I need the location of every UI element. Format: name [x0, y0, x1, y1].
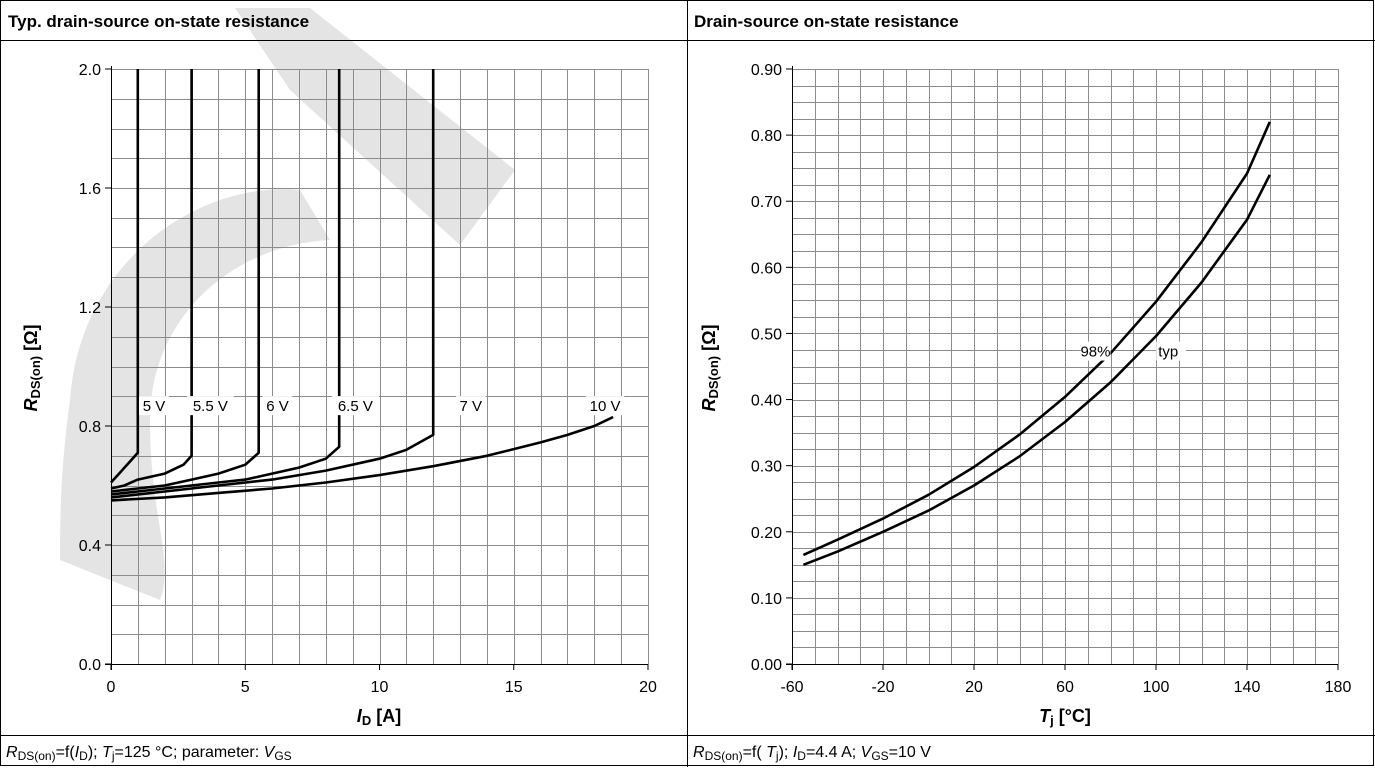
- y-tick-label: 0.4: [79, 538, 101, 555]
- x-tick-label: 60: [1056, 679, 1074, 696]
- y-tick-label: 0.40: [751, 393, 782, 410]
- right-chart-series-labels: 98% typ: [1080, 341, 1187, 361]
- left-panel-title: Typ. drain-source on-state resistance: [8, 12, 309, 31]
- series-label: typ: [1158, 344, 1178, 361]
- right-y-axis-title: RDS(on) [Ω]: [699, 324, 721, 411]
- x-tick-label: 140: [1234, 679, 1261, 696]
- series-line-5-v: [110, 69, 140, 484]
- series-label: 10 V: [590, 398, 621, 415]
- left-chart-series-labels: 5 V 5.5 V 6 V 6.5 V 7 V 10 V: [139, 396, 625, 416]
- series-label: 7 V: [460, 398, 483, 415]
- x-tick-label: 5: [241, 679, 250, 696]
- x-tick-label: 100: [1143, 679, 1170, 696]
- series-line-10-v: [110, 415, 614, 502]
- left-panel-caption: RDS(on)=f(ID); Tj=125 °C; parameter: VGS: [6, 744, 292, 763]
- series-line-6-v: [110, 69, 261, 493]
- series-label: 6.5 V: [338, 398, 373, 415]
- series-label-background: [331, 396, 379, 416]
- x-tick-label: 20: [965, 679, 983, 696]
- y-tick-label: 2.0: [79, 62, 101, 79]
- right-panel-caption: RDS(on)=f( Tj); ID=4.4 A; VGS=10 V: [693, 744, 931, 763]
- y-tick-label: 1.2: [79, 300, 101, 317]
- series-line-7-v: [110, 69, 435, 499]
- series-label-background: [1156, 341, 1187, 361]
- left-chart-series: [110, 69, 614, 502]
- x-tick-label: 10: [371, 679, 389, 696]
- y-tick-label: 0.70: [751, 194, 782, 211]
- y-tick-label: 0.30: [751, 459, 782, 476]
- right-chart-tick-labels: -60 -20 20 60 100 140 180 0.00 0.10 0.20 0.30 0.40 0…: [751, 62, 1352, 696]
- y-tick-label: 0.8: [79, 419, 101, 436]
- series-label-background: [585, 396, 625, 416]
- left-chart-grid: [105, 66, 649, 670]
- y-tick-label: 0.20: [751, 525, 782, 542]
- right-chart-grid: [786, 66, 1339, 670]
- x-tick-label: -20: [871, 679, 894, 696]
- series-line-5-5-v: [110, 69, 193, 490]
- y-tick-label: 1.6: [79, 181, 101, 198]
- series-line-6-5-v: [110, 69, 341, 496]
- left-y-axis-title: RDS(on) [Ω]: [21, 324, 43, 411]
- x-tick-label: 15: [505, 679, 523, 696]
- y-tick-label: 0.00: [751, 657, 782, 674]
- right-chart-series: [802, 121, 1271, 567]
- series-label-background: [139, 396, 169, 416]
- series-line-typ: [802, 174, 1271, 567]
- series-label: 98%: [1080, 344, 1110, 361]
- series-label: 6 V: [266, 398, 289, 415]
- series-line-98: [802, 121, 1271, 557]
- series-label: 5.5 V: [193, 398, 228, 415]
- series-label-background: [1080, 341, 1111, 361]
- right-x-axis-title: Tj [°C]: [1039, 706, 1091, 728]
- right-panel-title: Drain-source on-state resistance: [694, 12, 959, 31]
- y-tick-label: 0.50: [751, 326, 782, 343]
- y-tick-label: 0.10: [751, 591, 782, 608]
- x-tick-label: -60: [780, 679, 803, 696]
- x-tick-label: 180: [1325, 679, 1352, 696]
- watermark: [60, 8, 515, 601]
- x-tick-label: 20: [639, 679, 657, 696]
- left-chart-tick-labels: 0 5 10 15 20 0.0 0.4 0.8 1.2 1.6 2.0: [79, 62, 657, 696]
- right-chart: -60 -20 20 60 100 140 180 0.00 0.10 0.20 0.30 0.40 0…: [751, 62, 1352, 696]
- series-label-background: [262, 396, 293, 416]
- left-x-axis-title: ID [A]: [357, 706, 401, 728]
- y-tick-label: 0.0: [79, 657, 101, 674]
- x-tick-label: 0: [107, 679, 116, 696]
- series-label-background: [186, 396, 234, 416]
- y-tick-label: 0.60: [751, 260, 782, 277]
- left-chart: 0 5 10 15 20 0.0 0.4 0.8 1.2 1.6 2.0 5 V 5.5 V 6 V 6.…: [79, 62, 657, 696]
- series-label-background: [455, 396, 486, 416]
- series-label: 5 V: [143, 398, 166, 415]
- y-tick-label: 0.90: [751, 62, 782, 79]
- y-tick-label: 0.80: [751, 128, 782, 145]
